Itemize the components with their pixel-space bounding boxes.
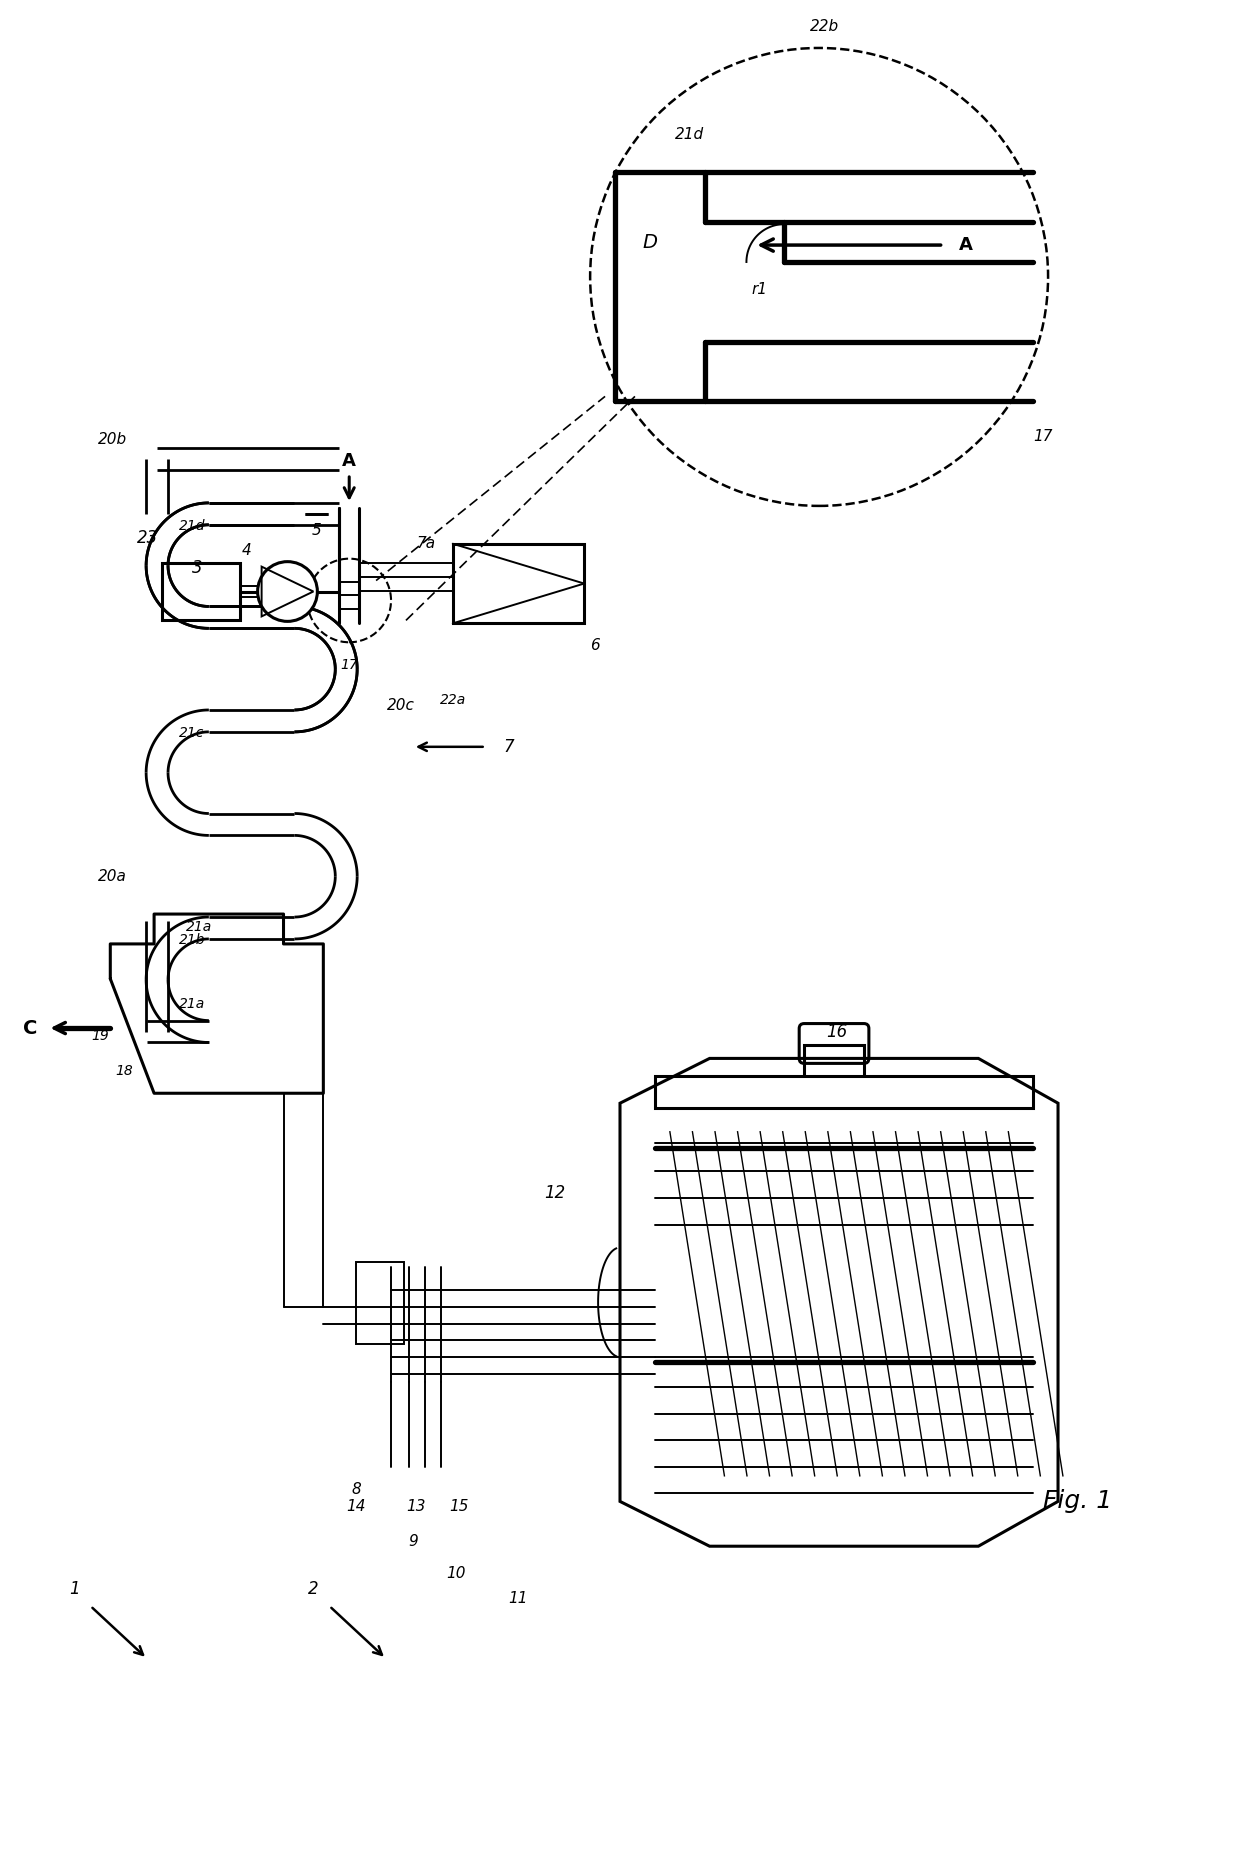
Text: 17: 17	[340, 658, 358, 673]
Text: 12: 12	[544, 1185, 565, 1201]
Text: A: A	[959, 235, 972, 254]
Text: 7: 7	[503, 738, 513, 756]
Text: 5: 5	[311, 523, 321, 538]
Text: D: D	[642, 232, 657, 252]
Text: C: C	[24, 1018, 38, 1038]
Text: r1: r1	[751, 282, 768, 297]
Text: 21a: 21a	[186, 920, 212, 934]
Text: 18: 18	[115, 1064, 133, 1079]
Text: 20a: 20a	[98, 870, 126, 884]
Text: 20b: 20b	[98, 432, 126, 447]
Bar	[453, 543, 584, 623]
Text: A: A	[342, 452, 356, 471]
Text: 21b: 21b	[179, 933, 205, 947]
Text: 6: 6	[590, 638, 600, 653]
Text: 17: 17	[1033, 428, 1053, 443]
Text: 9: 9	[408, 1533, 418, 1548]
Text: 21d: 21d	[179, 519, 205, 532]
Text: 15: 15	[449, 1498, 469, 1515]
Text: 19: 19	[92, 1029, 109, 1042]
Text: 4: 4	[242, 543, 252, 558]
Text: 13: 13	[407, 1498, 425, 1515]
Bar	[162, 562, 239, 621]
Text: 11: 11	[508, 1591, 528, 1606]
Circle shape	[258, 562, 317, 621]
Bar	[655, 1077, 1033, 1109]
Text: 3: 3	[192, 558, 202, 577]
Text: 22b: 22b	[810, 19, 838, 33]
Text: 2: 2	[308, 1580, 319, 1598]
Text: 10: 10	[446, 1565, 465, 1581]
Text: 7a: 7a	[417, 536, 435, 551]
Text: 21c: 21c	[180, 727, 205, 740]
Text: 1: 1	[69, 1580, 79, 1598]
Text: 22a: 22a	[440, 693, 466, 706]
Text: 20c: 20c	[387, 699, 415, 714]
Text: 21d: 21d	[675, 128, 704, 143]
Text: 23: 23	[136, 528, 157, 547]
Text: Fig. 1: Fig. 1	[1043, 1489, 1112, 1513]
Text: 14: 14	[346, 1498, 366, 1515]
Text: 8: 8	[351, 1481, 361, 1496]
Text: 16: 16	[826, 1023, 848, 1040]
Bar	[356, 1263, 404, 1344]
Text: 21a: 21a	[179, 997, 205, 1010]
